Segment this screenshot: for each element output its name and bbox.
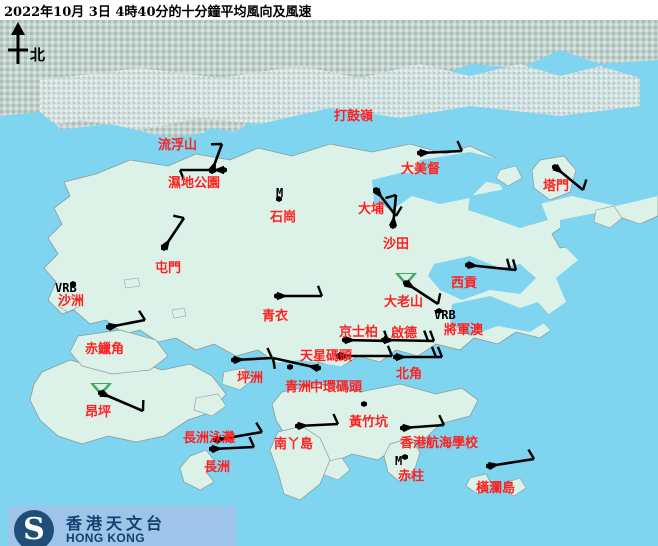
north-arrow-icon (8, 22, 28, 64)
wind-barb (402, 414, 446, 433)
logo-chinese-name: 香港天文台 (66, 514, 167, 533)
small-islet-a (171, 307, 187, 319)
wind-barb (297, 413, 340, 431)
station-label[interactable]: 天星碼頭 (300, 349, 353, 364)
east-sea-water (540, 212, 658, 354)
station-marker (70, 281, 76, 287)
page-title: 2022年10月 3日 4時40分的十分鐘平均風向及風速 (4, 5, 312, 20)
station-label[interactable]: 大埔 (358, 202, 385, 217)
station-label[interactable]: 大老山 (384, 295, 424, 310)
wind-barb (271, 356, 319, 373)
station-label[interactable]: 坪洲 (237, 371, 264, 386)
station-label[interactable]: 屯門 (155, 261, 182, 276)
station-label[interactable]: 赤柱 (398, 469, 425, 484)
base-map-svg (0, 20, 658, 546)
station-marker (287, 364, 293, 370)
kat-o-island (495, 165, 523, 187)
wind-barb (403, 279, 442, 306)
station-label[interactable]: 香港航海學校 (400, 436, 479, 451)
wind-barb (233, 347, 274, 365)
wind-barb (385, 193, 398, 227)
station-label[interactable]: 啟德 (391, 326, 418, 341)
cheung-chau-island (179, 449, 215, 491)
wind-barb (372, 187, 403, 217)
wind-barb (215, 421, 264, 445)
station-marker (402, 454, 408, 460)
po-toi-islands (465, 473, 493, 495)
small-islet-b (123, 277, 141, 289)
station-label[interactable]: 黃竹坑 (349, 415, 389, 430)
port-shelter-water (450, 296, 552, 336)
station-label[interactable]: 北角 (396, 367, 423, 382)
station-label[interactable]: 濕地公園 (168, 176, 221, 191)
map-canvas: 打鼓嶺 流浮山 濕地公園 大美督 塔門 石崗 M 大埔 沙田 屯門 西貢 沙洲 VRB 大老山 青衣 京士柏啟… (0, 20, 658, 546)
station-marker (361, 401, 367, 407)
chek-lap-kok-airport (69, 329, 169, 375)
station-label[interactable]: 石崗 (270, 210, 297, 225)
elevated-station-marker-inner (399, 274, 413, 282)
station-label[interactable]: 將軍澳 (444, 323, 484, 338)
station-label[interactable]: 長洲 (204, 460, 231, 475)
ninepin-islands (593, 205, 623, 229)
wind-barb (277, 285, 324, 301)
wind-barb (396, 346, 444, 362)
north-label: 北 (30, 46, 46, 64)
wind-barb (488, 448, 536, 471)
waglan-island (503, 477, 527, 497)
shenzhen-bay-inlet (34, 124, 230, 170)
wind-barbs-layer (99, 140, 588, 471)
title-bar: 2022年10月 3日 4時40分的十分鐘平均風向及風速 (0, 0, 658, 20)
wind-barb (99, 389, 145, 413)
station-label[interactable]: 南丫島 (274, 437, 314, 452)
station-flag-m: M (395, 454, 403, 468)
peng-chau-island (221, 367, 253, 391)
station-label[interactable]: 昂坪 (85, 405, 112, 420)
station-flag-vrb: VRB (434, 308, 456, 322)
stanley-peninsula (383, 437, 421, 483)
lamma-island (269, 425, 331, 501)
station-label[interactable]: 青洲 (285, 380, 312, 395)
tap-mun-island (531, 155, 577, 201)
elevated-station-marker-inner (94, 384, 108, 392)
pearl-river-water (0, 112, 60, 160)
wind-barb (383, 330, 436, 345)
station-flag-vrb: VRB (55, 281, 77, 295)
station-marker (436, 308, 442, 314)
station-label[interactable]: 中環碼頭 (310, 380, 363, 395)
wind-barb (467, 258, 518, 272)
station-label[interactable]: 橫瀾島 (476, 481, 516, 496)
sha-chau-islet (57, 295, 81, 313)
station-label[interactable]: 沙田 (383, 237, 410, 252)
wind-barb (552, 163, 588, 192)
logo-monogram: S (23, 512, 45, 546)
station-label[interactable]: 長洲泳灘 (183, 431, 236, 446)
wind-barb (160, 214, 186, 251)
wind-barb (339, 345, 394, 361)
station-label[interactable]: 流浮山 (158, 138, 198, 153)
wind-barb (419, 140, 464, 158)
hei-ling-chau (193, 393, 227, 417)
logo-disc-icon (14, 510, 54, 546)
station-label[interactable]: 大美督 (401, 162, 441, 177)
station-marker (276, 196, 282, 202)
wind-barb (108, 310, 147, 332)
station-label[interactable]: 青衣 (262, 309, 289, 324)
wind-barb (178, 165, 224, 181)
station-label[interactable]: 西貢 (451, 276, 478, 291)
station-label[interactable]: 京士柏 (339, 325, 379, 340)
station-label[interactable]: 沙洲 (58, 294, 85, 309)
station-label[interactable]: 赤鱲角 (85, 342, 125, 357)
station-label[interactable]: 塔門 (543, 179, 570, 194)
station-label[interactable]: 打鼓嶺 (334, 109, 374, 124)
hko-logo: S 香港天文台 HONG KONG OBSERVATORY (8, 506, 236, 546)
logo-english-name: HONG KONG OBSERVATORY (66, 531, 160, 546)
wind-barb (211, 436, 256, 454)
station-flag-m: M (276, 186, 284, 200)
mainland-urban-patch (40, 64, 640, 130)
